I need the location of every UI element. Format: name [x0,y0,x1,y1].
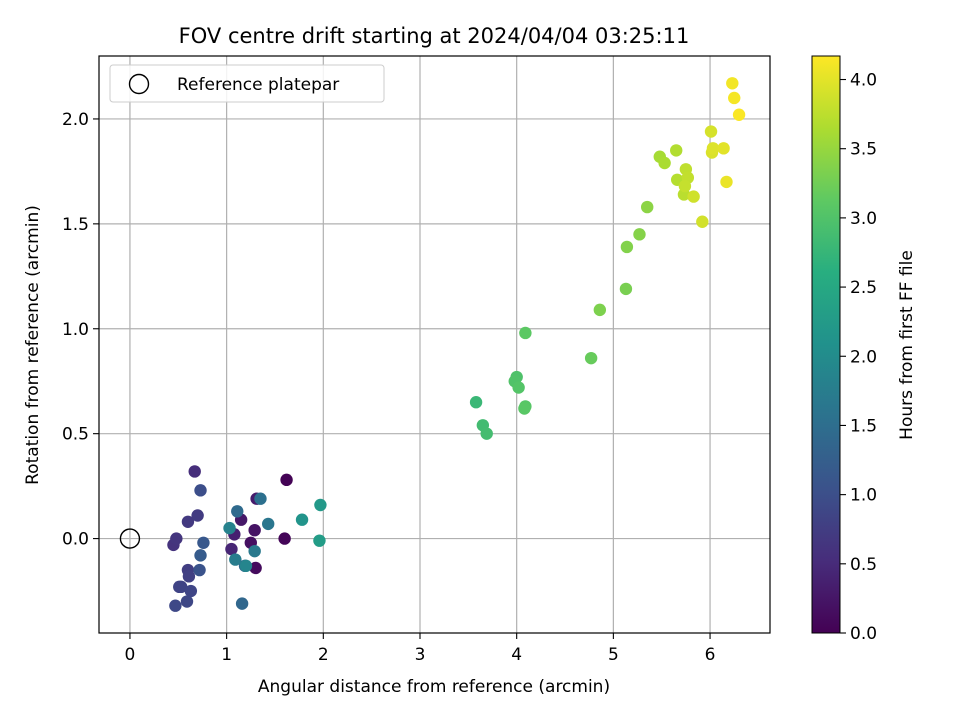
data-point [512,381,525,394]
data-point [314,498,327,512]
x-axis-label: Angular distance from reference (arcmin) [258,677,610,697]
data-point [181,515,195,528]
colorbar-tick-label: 0.5 [850,555,877,575]
data-point [262,517,275,531]
colorbar-tick-label: 3.5 [850,140,877,160]
data-point [249,561,262,575]
x-tick-label: 4 [511,645,522,665]
x-tick-label: 3 [415,645,426,665]
data-point [254,492,267,505]
data-point [182,570,196,583]
y-tick-label: 1.0 [62,320,89,340]
data-point [469,396,483,409]
data-point [313,534,326,547]
colorbar-tick-label: 3.0 [850,209,877,229]
data-point [670,144,683,157]
colorbar-tick-label: 1.0 [850,486,877,506]
data-point [278,532,291,545]
colorbar-tick-label: 2.0 [850,347,877,367]
data-point [180,595,194,608]
data-point [248,523,261,537]
legend: Reference platepar [109,64,385,103]
data-point [169,599,182,612]
data-point [188,465,201,478]
data-point [633,228,646,241]
data-point [193,563,206,577]
data-point [706,142,720,155]
legend-marker-icon [128,73,150,95]
colorbar-tick-label: 0.0 [850,624,877,644]
x-tick-label: 5 [608,645,619,665]
colorbar-tick-label: 4.0 [850,71,877,91]
data-point [191,509,204,522]
data-point [518,402,531,415]
data-point [717,142,730,155]
legend-box [109,64,385,103]
data-point [223,521,236,535]
data-points [167,77,746,612]
colorbar-ticks: 0.0 0.5 1.0 1.5 2.0 2.5 3.0 3.5 4.0 [840,71,877,644]
data-point [584,351,598,365]
y-tick-label: 2.0 [62,110,89,130]
legend-label: Reference platepar [177,75,339,95]
data-point [229,553,242,566]
data-point [619,282,633,296]
data-point [194,549,207,562]
data-point [225,542,238,556]
data-point [248,544,261,558]
data-point [184,584,198,598]
data-point [726,77,739,90]
data-point [658,156,671,170]
data-point [678,179,692,193]
x-axis-ticks: 0 1 2 3 4 5 6 [125,633,716,665]
data-point [239,559,253,573]
plot-area [98,55,771,634]
data-point [235,597,249,610]
x-tick-label: 2 [318,645,329,665]
data-point [696,215,709,228]
data-point [687,190,700,203]
plot-frame [98,55,771,634]
reference-platepar-marker [119,528,141,549]
grid-lines [99,56,770,633]
colorbar-label: Hours from first FF file [897,250,917,440]
data-point [641,200,654,214]
data-point [173,580,186,594]
colorbar-tick-label: 2.5 [850,278,877,298]
data-point [295,513,309,526]
y-axis-label: Rotation from reference (arcmin) [23,205,43,485]
colorbar-gradient [811,55,841,634]
data-point [593,303,607,317]
x-tick-label: 1 [221,645,232,665]
x-tick-label: 0 [125,645,136,665]
data-point [519,326,532,340]
data-point [231,505,244,518]
data-point [720,175,733,189]
x-tick-label: 6 [705,645,716,665]
data-point [704,125,718,138]
data-point [620,240,634,254]
data-point [194,484,207,497]
data-point [280,473,293,487]
colorbar: 0.0 0.5 1.0 1.5 2.0 2.5 3.0 3.5 4.0 Hours from f… [811,55,917,644]
data-point [732,108,746,121]
data-point [170,532,183,545]
y-axis-ticks: 0.0 0.5 1.0 1.5 2.0 [62,110,99,550]
chart-title: FOV centre drift starting at 2024/04/04 … [179,24,690,48]
colorbar-tick-label: 1.5 [850,416,877,436]
data-point [197,536,210,549]
y-tick-label: 0.5 [62,425,89,445]
y-tick-label: 1.5 [62,215,89,235]
data-point [728,91,741,105]
y-tick-label: 0.0 [62,530,89,550]
data-point [480,427,493,440]
